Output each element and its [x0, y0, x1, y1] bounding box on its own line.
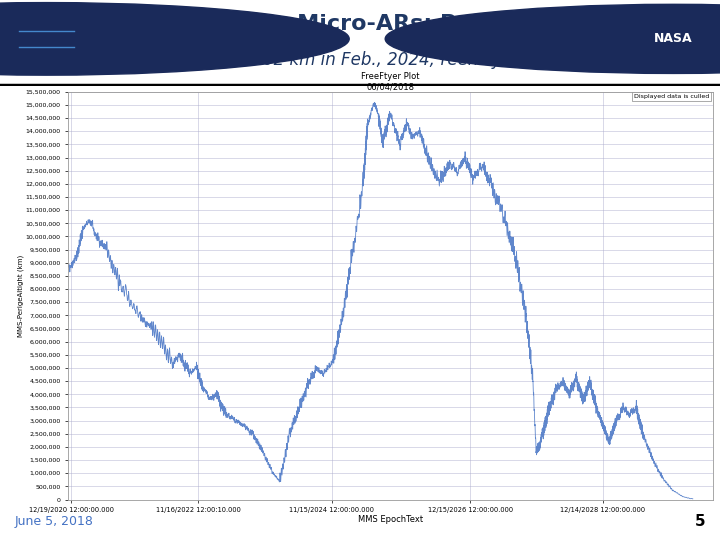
X-axis label: MMS EpochText: MMS EpochText [358, 515, 423, 523]
Text: Displayed data is culled: Displayed data is culled [634, 94, 710, 99]
Circle shape [0, 3, 349, 75]
Text: June 5, 2018: June 5, 2018 [14, 515, 94, 528]
Text: Minimum 702 km in Feb., 2024; reentry 2030: Minimum 702 km in Feb., 2024; reentry 20… [171, 51, 549, 70]
Text: 5: 5 [695, 514, 706, 529]
Title: FreeFtyer Plot
06/04/2018: FreeFtyer Plot 06/04/2018 [361, 72, 420, 91]
Text: NASA: NASA [654, 32, 693, 45]
Y-axis label: MMS-PerigeAltight (km): MMS-PerigeAltight (km) [18, 254, 24, 337]
Circle shape [385, 4, 720, 73]
Text: Baseline Plus Micro-ARs: Peri Altitude: Baseline Plus Micro-ARs: Peri Altitude [122, 14, 598, 34]
